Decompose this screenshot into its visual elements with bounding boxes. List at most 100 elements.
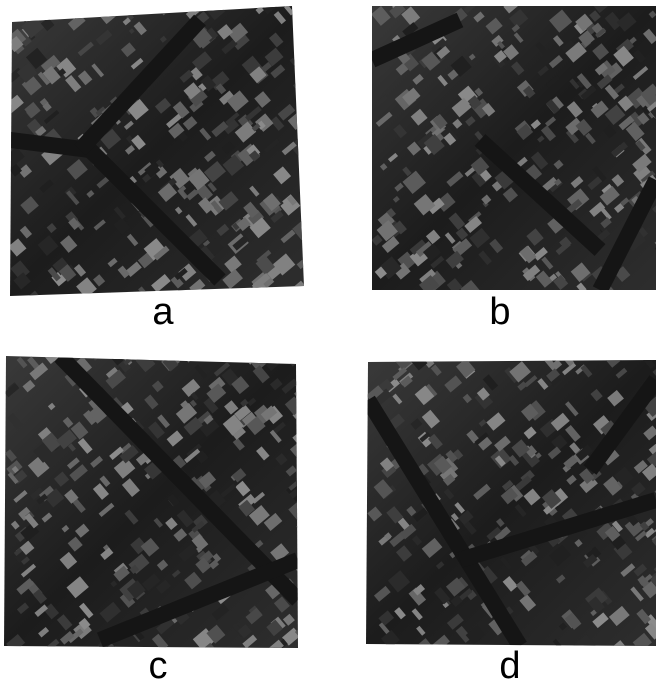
building — [601, 183, 613, 195]
building — [184, 448, 201, 464]
building — [284, 396, 298, 416]
building — [25, 47, 48, 70]
building — [290, 356, 298, 367]
building — [289, 488, 298, 499]
building — [69, 464, 88, 482]
building — [67, 536, 83, 552]
building — [485, 17, 503, 35]
building — [221, 39, 238, 55]
building — [75, 523, 90, 538]
building — [37, 71, 51, 86]
building — [497, 40, 506, 50]
building — [56, 429, 77, 450]
building — [589, 10, 601, 22]
building — [545, 74, 561, 89]
building — [76, 277, 97, 296]
building — [373, 585, 391, 602]
building — [232, 437, 245, 451]
building — [209, 559, 220, 570]
building — [494, 455, 506, 467]
building — [217, 24, 234, 40]
building — [632, 153, 652, 173]
building — [504, 367, 520, 384]
building — [573, 634, 596, 646]
building — [466, 589, 477, 601]
building — [372, 234, 383, 246]
building — [576, 282, 587, 290]
building — [381, 629, 400, 646]
building — [157, 414, 170, 429]
building — [10, 520, 20, 530]
building — [454, 502, 465, 514]
building — [406, 141, 422, 156]
building — [620, 563, 636, 578]
building — [565, 117, 584, 136]
building — [394, 182, 404, 192]
building — [594, 62, 608, 76]
building — [565, 198, 583, 214]
building — [455, 227, 469, 241]
building — [110, 580, 118, 588]
building — [77, 41, 94, 57]
building — [53, 471, 70, 487]
building — [122, 17, 131, 26]
building — [105, 292, 120, 296]
building — [617, 95, 634, 112]
building — [140, 537, 160, 557]
building — [395, 545, 413, 562]
building — [291, 6, 304, 25]
road — [54, 356, 298, 606]
building — [191, 520, 205, 533]
building — [387, 570, 411, 593]
building — [616, 12, 637, 32]
building — [596, 74, 613, 90]
building — [585, 132, 596, 145]
building — [33, 442, 54, 463]
building — [374, 266, 387, 279]
building — [465, 625, 486, 645]
building — [443, 132, 457, 146]
building — [188, 87, 208, 107]
building — [183, 416, 203, 436]
building — [402, 87, 421, 106]
building — [249, 185, 260, 197]
building — [13, 43, 25, 55]
building — [125, 261, 142, 277]
building — [432, 113, 448, 130]
building — [613, 45, 634, 67]
panel-label: a — [152, 291, 174, 333]
panels — [4, 6, 656, 648]
building — [419, 268, 436, 285]
building — [651, 536, 656, 549]
building — [270, 210, 284, 223]
building — [174, 206, 183, 215]
building — [92, 483, 110, 500]
building — [231, 375, 250, 395]
building — [24, 101, 41, 119]
aerial-image — [372, 6, 656, 290]
building — [280, 229, 296, 244]
building — [511, 61, 525, 76]
building — [178, 543, 198, 562]
building — [442, 473, 456, 486]
building — [644, 527, 656, 538]
building — [522, 264, 541, 282]
building — [569, 78, 580, 90]
building — [552, 35, 564, 47]
building — [236, 217, 251, 232]
building — [631, 481, 646, 497]
building — [386, 506, 404, 524]
building — [400, 523, 417, 540]
building — [119, 591, 136, 608]
building — [389, 6, 406, 19]
building — [427, 277, 440, 290]
building — [515, 475, 532, 491]
building — [550, 412, 570, 432]
building — [18, 164, 33, 178]
building — [240, 398, 249, 408]
building — [151, 273, 171, 293]
building — [633, 459, 648, 474]
building — [596, 522, 615, 541]
building — [503, 6, 519, 14]
building — [248, 150, 261, 162]
